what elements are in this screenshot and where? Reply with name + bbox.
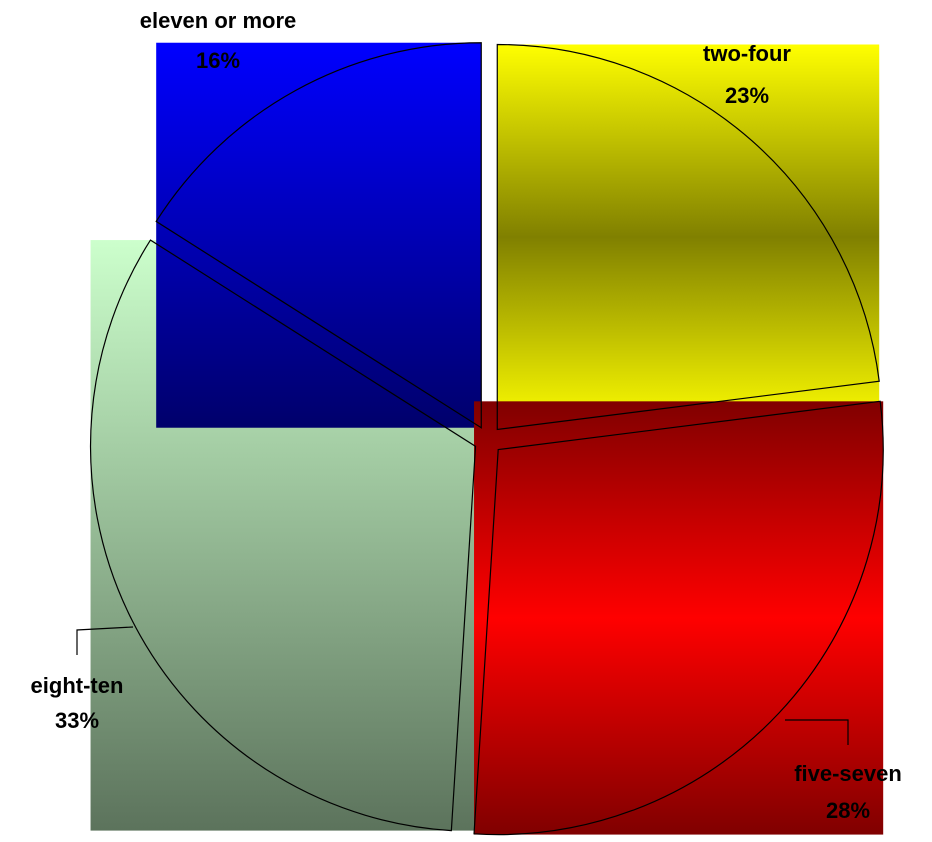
slice-fill: [497, 44, 880, 430]
slice-label: two-four: [703, 41, 791, 66]
slice-label: eight-ten: [31, 673, 124, 698]
value-label: 16%: [196, 48, 240, 73]
pie-slice: [89, 239, 477, 832]
pie-slice: [155, 42, 482, 429]
slice-fill: [474, 401, 884, 835]
leader-line: [785, 719, 849, 745]
value-label: 28%: [826, 798, 870, 823]
slice-label: eleven or more: [140, 8, 297, 33]
pie-slice: [473, 400, 884, 836]
value-label: 33%: [55, 708, 99, 733]
leader-line: [76, 626, 134, 655]
slice-label: five-seven: [794, 761, 902, 786]
slice-fill: [156, 42, 482, 428]
value-label: 23%: [725, 83, 769, 108]
pie-slice: [496, 43, 880, 431]
